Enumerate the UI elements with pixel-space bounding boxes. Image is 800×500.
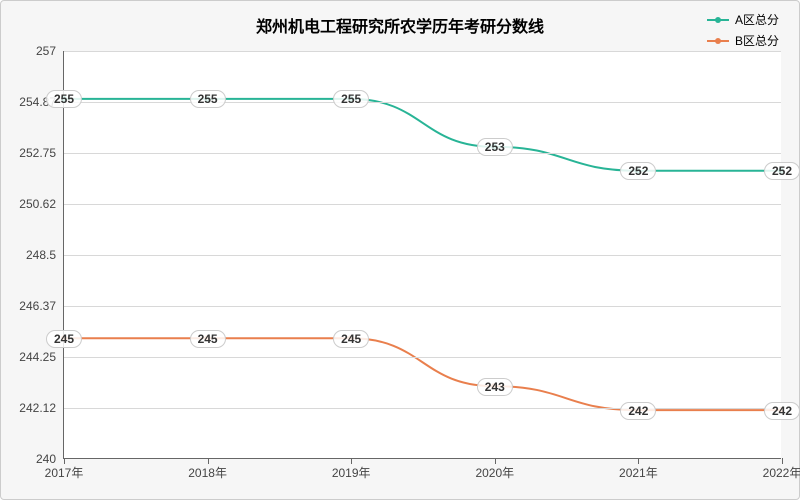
series-line — [64, 338, 781, 410]
legend-label: A区总分 — [735, 11, 779, 28]
y-grid-line — [64, 255, 781, 256]
y-grid-line — [64, 102, 781, 103]
y-axis-label: 242.12 — [19, 401, 64, 415]
chart-container: 郑州机电工程研究所农学历年考研分数线 A区总分 B区总分 240242.12244… — [0, 0, 800, 500]
y-grid-line — [64, 204, 781, 205]
y-axis-label: 246.37 — [19, 299, 64, 313]
point-label: 255 — [190, 90, 226, 108]
y-grid-line — [64, 153, 781, 154]
point-label: 252 — [764, 162, 800, 180]
point-label: 242 — [764, 402, 800, 420]
y-grid-line — [64, 306, 781, 307]
plot-area: 240242.12244.25246.37248.5250.62252.7525… — [63, 51, 781, 459]
x-axis-label: 2020年 — [475, 458, 514, 481]
legend-item: A区总分 — [707, 11, 779, 28]
point-label: 245 — [46, 330, 82, 348]
y-axis-label: 257 — [36, 44, 64, 58]
point-label: 252 — [620, 162, 656, 180]
y-axis-label: 250.62 — [19, 197, 64, 211]
point-label: 245 — [333, 330, 369, 348]
point-label: 242 — [620, 402, 656, 420]
chart-title: 郑州机电工程研究所农学历年考研分数线 — [256, 13, 544, 37]
point-label: 255 — [46, 90, 82, 108]
legend-item: B区总分 — [707, 32, 779, 49]
point-label: 253 — [477, 138, 513, 156]
x-axis-label: 2021年 — [619, 458, 658, 481]
point-label: 243 — [477, 378, 513, 396]
x-axis-label: 2017年 — [45, 458, 84, 481]
y-axis-label: 248.5 — [26, 248, 64, 262]
x-axis-label: 2022年 — [763, 458, 800, 481]
legend-swatch — [707, 40, 729, 42]
point-label: 255 — [333, 90, 369, 108]
y-axis-label: 252.75 — [19, 146, 64, 160]
y-grid-line — [64, 408, 781, 409]
legend-swatch — [707, 19, 729, 21]
y-grid-line — [64, 51, 781, 52]
y-axis-label: 244.25 — [19, 350, 64, 364]
chart-legend: A区总分 B区总分 — [707, 11, 779, 53]
y-grid-line — [64, 357, 781, 358]
x-axis-label: 2018年 — [188, 458, 227, 481]
series-line — [64, 99, 781, 171]
x-axis-label: 2019年 — [332, 458, 371, 481]
point-label: 245 — [190, 330, 226, 348]
legend-label: B区总分 — [735, 32, 779, 49]
